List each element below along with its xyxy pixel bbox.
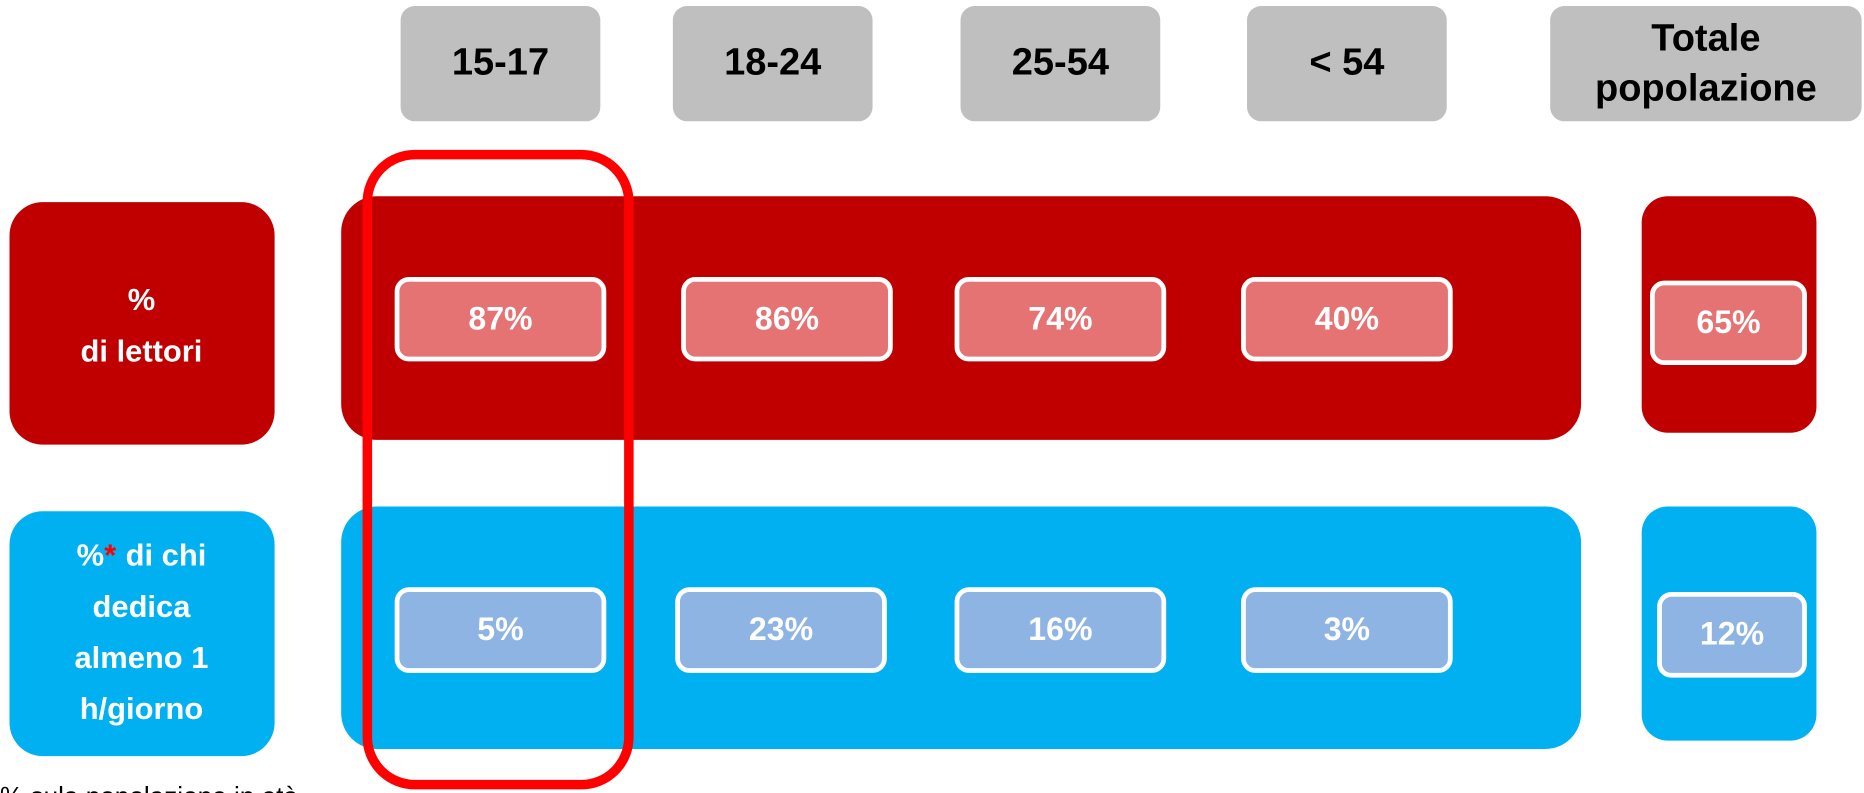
header-box — [1247, 5, 1447, 122]
value: 65% — [1696, 304, 1760, 340]
value: 3% — [1324, 611, 1370, 647]
header-box — [672, 5, 873, 122]
header-label: 25-54 — [1012, 41, 1109, 83]
highlight-outline — [362, 149, 634, 790]
value: 12% — [1700, 616, 1764, 652]
row-label: almeno 1 — [75, 640, 209, 675]
value-box — [681, 277, 893, 362]
value-box — [1657, 592, 1807, 678]
header-label: 15-17 — [452, 41, 549, 83]
header-label: 18-24 — [724, 41, 821, 83]
value-box — [675, 587, 887, 673]
value-box — [954, 587, 1167, 673]
value-box — [1650, 280, 1807, 365]
row-label: % — [128, 282, 155, 317]
row-label: di lettori — [81, 333, 203, 368]
footnote: % sula popolazione in età — [0, 781, 298, 793]
value-box — [394, 277, 607, 362]
row-label-box — [9, 202, 275, 445]
row-label: %* di chi — [77, 538, 207, 573]
header-box — [400, 5, 601, 122]
value: 5% — [477, 611, 523, 647]
value: 86% — [755, 300, 819, 336]
row-label-part: % — [77, 538, 104, 573]
header-label: popolazione — [1595, 67, 1817, 109]
row-label: h/giorno — [80, 691, 204, 726]
value-box — [954, 277, 1167, 362]
value: 74% — [1028, 300, 1092, 336]
value: 40% — [1315, 300, 1379, 336]
value: 87% — [468, 300, 532, 336]
row-label-box — [9, 511, 275, 757]
row-label-part: di chi — [126, 538, 207, 573]
asterisk: * — [104, 538, 116, 573]
value-box — [394, 587, 607, 673]
header-label: Totale — [1651, 18, 1760, 60]
row-label: dedica — [93, 589, 192, 624]
header-box — [1550, 5, 1862, 122]
value-box — [1241, 277, 1453, 362]
value: 23% — [749, 611, 813, 647]
header-label: < 54 — [1309, 41, 1384, 83]
header-box — [960, 5, 1161, 122]
value-box — [1241, 587, 1453, 673]
value: 16% — [1028, 611, 1092, 647]
